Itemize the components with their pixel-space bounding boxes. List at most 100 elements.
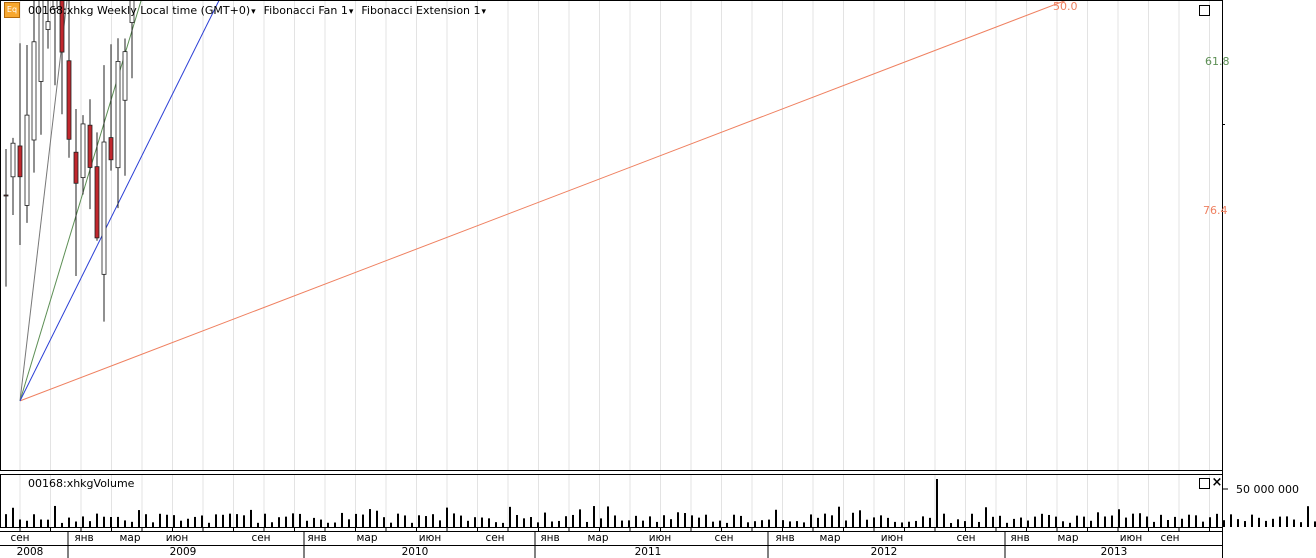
volume-bar	[831, 515, 833, 527]
symbol-dropdown[interactable]: 00168:xhkg Weekly Local time (GMT+0)	[28, 4, 256, 17]
volume-bar	[355, 513, 357, 527]
candle-body	[115, 61, 121, 169]
volume-bar	[411, 522, 413, 527]
volume-bar	[530, 517, 532, 527]
volume-bar	[397, 513, 399, 527]
volume-bar	[257, 522, 259, 527]
candle-body	[3, 194, 9, 197]
x-year-label: 2010	[402, 546, 429, 558]
volume-bar-spike	[936, 479, 938, 527]
volume-bar	[376, 510, 378, 527]
volume-bar	[1209, 517, 1211, 527]
volume-bar	[96, 513, 98, 527]
fan-label: 50.0	[1053, 0, 1078, 13]
volume-bar	[117, 516, 119, 527]
volume-bar	[1048, 514, 1050, 527]
volume-bar	[964, 521, 966, 527]
candle-body	[17, 145, 23, 178]
volume-bar	[68, 517, 70, 527]
volume-bar	[1223, 520, 1225, 527]
volume-bar	[1167, 519, 1169, 527]
volume-bar	[922, 516, 924, 527]
volume-bar	[1265, 520, 1267, 527]
volume-bar	[768, 519, 770, 527]
volume-bar	[999, 515, 1001, 527]
volume-bar	[313, 517, 315, 527]
volume-bar	[418, 515, 420, 527]
volume-bar	[173, 515, 175, 527]
volume-bar	[880, 515, 882, 527]
candle-body	[80, 123, 86, 179]
volume-bar	[1279, 516, 1281, 527]
volume-bar	[565, 516, 567, 527]
close-volume-icon[interactable]: ×	[1211, 475, 1223, 490]
volume-bar	[1111, 515, 1113, 527]
volume-bar	[1314, 521, 1316, 527]
volume-bar	[586, 521, 588, 527]
volume-bar	[929, 517, 931, 527]
volume-bar	[957, 519, 959, 527]
maximize-pane-button[interactable]	[1199, 5, 1210, 16]
volume-bar	[684, 513, 686, 527]
volume-bar	[1132, 513, 1134, 527]
x-month-label: янв	[1010, 532, 1029, 544]
equity-badge[interactable]: Eq	[4, 2, 20, 18]
volume-bar	[481, 517, 483, 527]
volume-bar	[404, 515, 406, 527]
volume-bar	[705, 514, 707, 527]
volume-bar	[663, 515, 665, 527]
volume-bar	[488, 518, 490, 527]
fan-base-line	[19, 0, 68, 401]
volume-bar	[1090, 520, 1092, 527]
volume-bar	[1020, 517, 1022, 527]
candle-body	[38, 0, 44, 82]
x-month-label: янв	[74, 532, 93, 544]
volume-bar	[719, 520, 721, 527]
volume-bar	[439, 520, 441, 527]
volume-bar	[166, 514, 168, 527]
volume-bar	[1055, 516, 1057, 527]
volume-bar	[677, 512, 679, 527]
volume-bar	[1286, 516, 1288, 527]
volume-bar	[89, 521, 91, 527]
volume-bar	[649, 516, 651, 527]
volume-bar	[1013, 518, 1015, 527]
volume-bar	[691, 515, 693, 527]
volume-bar	[131, 521, 133, 527]
volume-bar	[1027, 520, 1029, 527]
candle-body	[73, 151, 79, 184]
volume-bar	[1069, 522, 1071, 527]
x-month-label: мар	[356, 532, 377, 544]
fib-extension-dropdown[interactable]: Fibonacci Extension 1	[361, 4, 486, 17]
volume-bar	[551, 521, 553, 527]
volume-tick-label: 50 000 000	[1236, 483, 1299, 496]
volume-bar	[1160, 514, 1162, 527]
candlestick-series	[3, 0, 135, 322]
volume-bar	[1139, 513, 1141, 527]
volume-bar	[1006, 522, 1008, 527]
volume-bar	[1097, 512, 1099, 527]
volume-bar	[327, 522, 329, 527]
volume-bar	[306, 520, 308, 527]
x-month-label: мар	[819, 532, 840, 544]
maximize-volume-button[interactable]	[1199, 478, 1210, 489]
x-year-label: 2009	[170, 546, 197, 558]
x-month-label: мар	[1057, 532, 1078, 544]
volume-bar	[908, 521, 910, 527]
x-month-label: сен	[251, 532, 270, 544]
x-month-label: июн	[419, 532, 442, 544]
x-year-label: 2013	[1101, 546, 1128, 558]
fib-fan-dropdown[interactable]: Fibonacci Fan 1	[264, 4, 354, 17]
volume-bar	[1083, 516, 1085, 527]
volume-bar	[1300, 522, 1302, 527]
volume-bar	[1272, 518, 1274, 527]
volume-bar	[740, 515, 742, 527]
volume-bar	[509, 506, 511, 527]
volume-bar	[75, 521, 77, 527]
volume-bar	[334, 522, 336, 527]
candle-body	[87, 124, 93, 168]
volume-bar	[803, 522, 805, 527]
volume-bar	[859, 510, 861, 527]
volume-bar	[180, 520, 182, 527]
